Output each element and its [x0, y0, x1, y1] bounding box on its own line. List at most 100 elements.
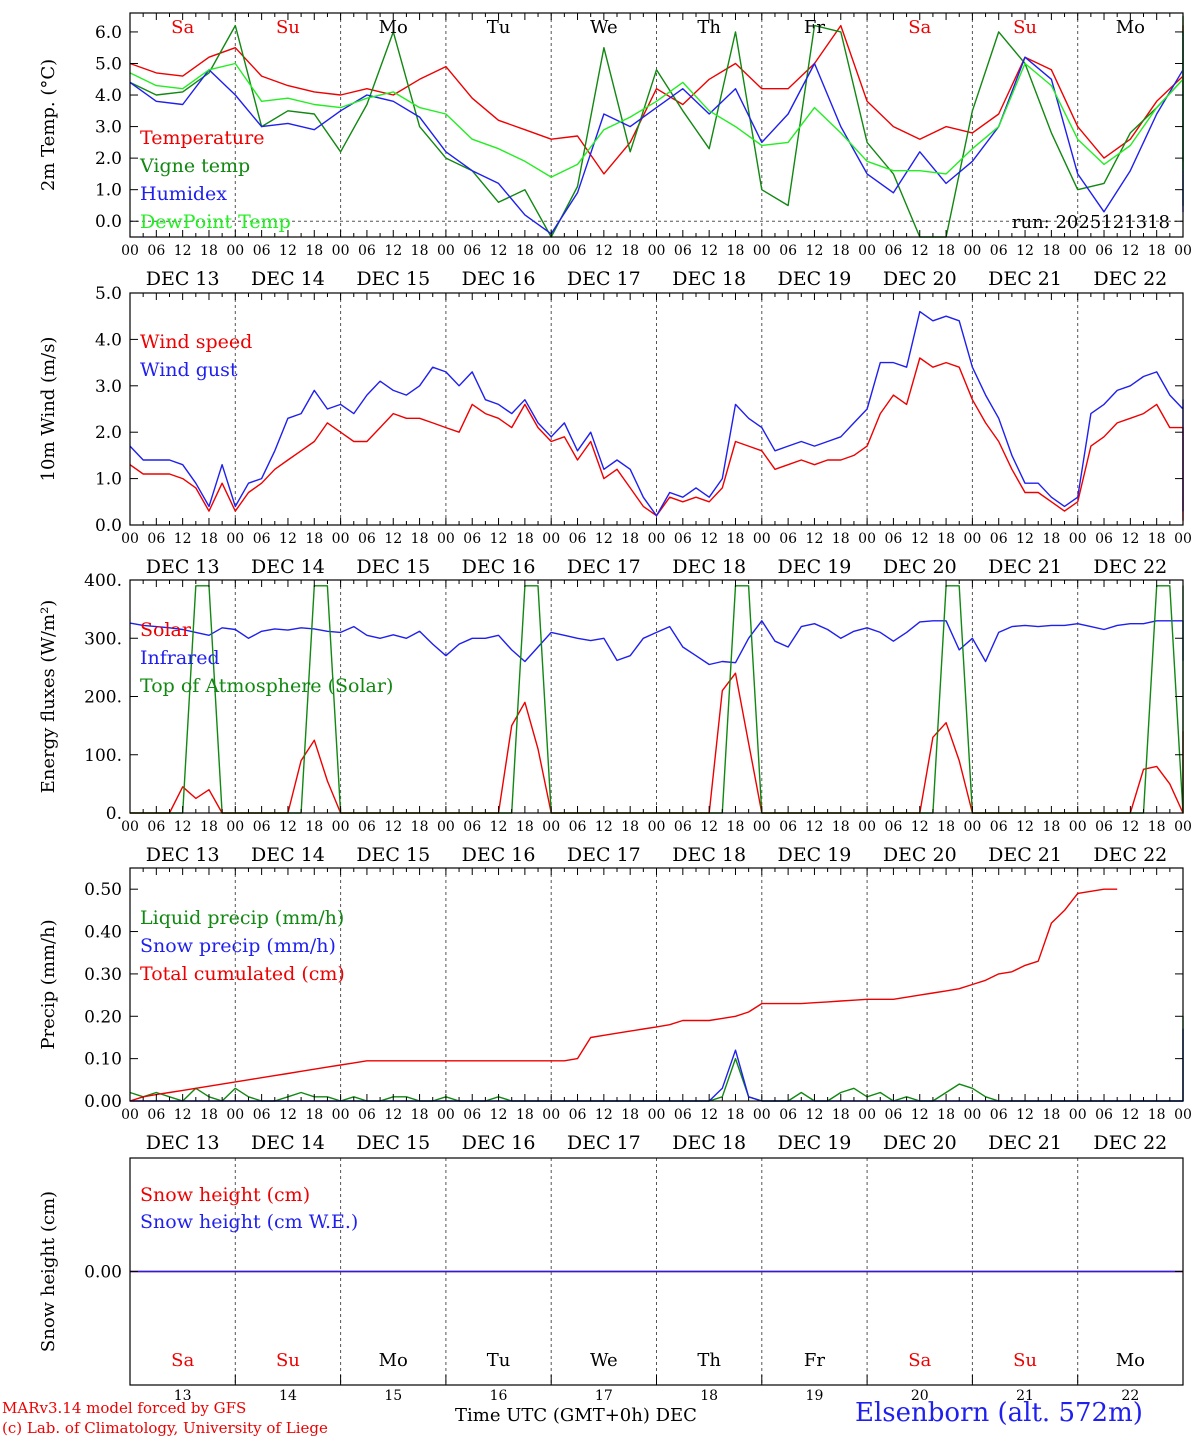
y-tick-label: 1.0 [95, 181, 122, 201]
y-axis-title: Energy fluxes (W/m²) [38, 600, 59, 794]
legend-entry: Liquid precip (mm/h) [140, 907, 344, 929]
hour-tick-label: 06 [569, 243, 587, 259]
hour-tick-label: 18 [727, 819, 745, 835]
hour-tick-label: 12 [279, 243, 297, 259]
day-label: DEC 18 [672, 556, 746, 578]
hour-tick-label: 18 [516, 819, 534, 835]
hour-tick-label: 00 [648, 1107, 666, 1123]
hour-tick-label: 00 [963, 819, 981, 835]
y-tick-label: 0.0 [95, 212, 122, 232]
day-number-label: 15 [384, 1388, 402, 1404]
day-label: DEC 19 [778, 844, 852, 866]
run-label: run: 2025121318 [1012, 212, 1170, 233]
day-label: DEC 16 [462, 556, 536, 578]
hour-tick-label: 00 [437, 243, 455, 259]
hour-tick-label: 18 [411, 531, 429, 547]
legend-entry: Snow precip (mm/h) [140, 935, 336, 957]
hour-tick-label: 00 [437, 1107, 455, 1123]
hour-tick-label: 00 [542, 1107, 560, 1123]
hour-tick-label: 12 [384, 819, 402, 835]
hour-tick-label: 00 [226, 531, 244, 547]
hour-tick-label: 00 [226, 1107, 244, 1123]
hour-tick-label: 00 [332, 243, 350, 259]
day-label: DEC 19 [778, 1132, 852, 1154]
hour-tick-label: 00 [226, 243, 244, 259]
hour-tick-label: 12 [595, 531, 613, 547]
hour-tick-label: 18 [305, 1107, 323, 1123]
day-label: DEC 18 [672, 844, 746, 866]
legend-entry: Total cumulated (cm) [140, 963, 345, 985]
day-label: DEC 19 [778, 556, 852, 578]
y-tick-label: 5.0 [95, 54, 122, 74]
hour-tick-label: 18 [305, 531, 323, 547]
day-label: DEC 14 [251, 268, 325, 290]
weekday-label: Tu [487, 17, 511, 38]
weekday-label: Mo [1116, 1350, 1145, 1371]
hour-tick-label: 18 [832, 531, 850, 547]
hour-tick-label: 18 [1042, 531, 1060, 547]
hour-tick-label: 12 [384, 1107, 402, 1123]
hour-tick-label: 06 [463, 1107, 481, 1123]
hour-tick-label: 00 [648, 531, 666, 547]
hour-tick-label: 00 [1069, 819, 1087, 835]
lab-credit: (c) Lab. of Climatology, University of L… [2, 1419, 328, 1437]
hour-tick-label: 06 [674, 1107, 692, 1123]
day-label: DEC 14 [251, 1132, 325, 1154]
day-label: DEC 13 [146, 268, 220, 290]
panel-snow: 0.00 Snow height (cm) Snow height (cm) Snow… [38, 1157, 1184, 1404]
hour-tick-label: 00 [121, 531, 139, 547]
hour-tick-label: 06 [885, 1107, 903, 1123]
hour-tick-label: 18 [411, 1107, 429, 1123]
hour-tick-label: 18 [1042, 243, 1060, 259]
weekday-label: Fr [804, 17, 825, 38]
y-tick-label: 1.0 [95, 470, 122, 490]
station-label: Elsenborn (alt. 572m) [855, 1398, 1143, 1428]
hour-tick-label: 12 [911, 819, 929, 835]
hour-tick-label: 06 [885, 243, 903, 259]
legend-entry: Snow height (cm) [140, 1184, 310, 1206]
day-label: DEC 17 [567, 1132, 641, 1154]
hour-tick-label: 06 [885, 819, 903, 835]
weekday-label: Su [276, 17, 300, 38]
legend-entry: Solar [140, 619, 192, 641]
plot-frame [129, 12, 1184, 238]
panel-temperature: 0.0 1.0 2.0 3.0 4.0 5.0 6.0 2m Temp. (°C) Temper… [38, 12, 1192, 290]
hour-tick-label: 00 [648, 819, 666, 835]
y-tick-label: 0.10 [84, 1050, 122, 1070]
day-label: DEC 15 [356, 844, 430, 866]
legend-entry: Snow height (cm W.E.) [140, 1211, 358, 1233]
hour-tick-label: 12 [1121, 243, 1139, 259]
day-label: DEC 14 [251, 844, 325, 866]
y-tick-label: 0.0 [95, 516, 122, 536]
y-tick-label: 0. [106, 804, 122, 824]
hour-tick-label: 00 [1174, 243, 1192, 259]
day-label: DEC 15 [356, 1132, 430, 1154]
hour-tick-label: 12 [806, 1107, 824, 1123]
hour-tick-label: 18 [1148, 819, 1166, 835]
hour-tick-label: 00 [858, 531, 876, 547]
weekday-label: Mo [379, 1350, 408, 1371]
hour-tick-label: 12 [490, 531, 508, 547]
day-number-label: 13 [174, 1388, 192, 1404]
legend-entry: Infrared [140, 647, 220, 669]
hour-tick-label: 00 [542, 819, 560, 835]
hour-tick-label: 00 [437, 819, 455, 835]
hour-tick-label: 12 [1121, 1107, 1139, 1123]
y-tick-label: 400. [84, 571, 122, 591]
weekday-label: Fr [804, 1350, 825, 1371]
hour-tick-label: 12 [911, 531, 929, 547]
hour-tick-label: 18 [516, 1107, 534, 1123]
hour-tick-label: 06 [253, 819, 271, 835]
hour-tick-label: 18 [727, 243, 745, 259]
day-label: DEC 17 [567, 844, 641, 866]
day-label: DEC 21 [988, 1132, 1062, 1154]
day-label: DEC 20 [883, 556, 957, 578]
legend-entry: Wind speed [140, 331, 252, 353]
hour-tick-label: 06 [463, 243, 481, 259]
hour-tick-label: 06 [358, 1107, 376, 1123]
hour-tick-label: 00 [963, 1107, 981, 1123]
weekday-label: Su [276, 1350, 300, 1371]
hour-tick-label: 18 [937, 531, 955, 547]
legend-entry: Top of Atmosphere (Solar) [140, 675, 393, 697]
